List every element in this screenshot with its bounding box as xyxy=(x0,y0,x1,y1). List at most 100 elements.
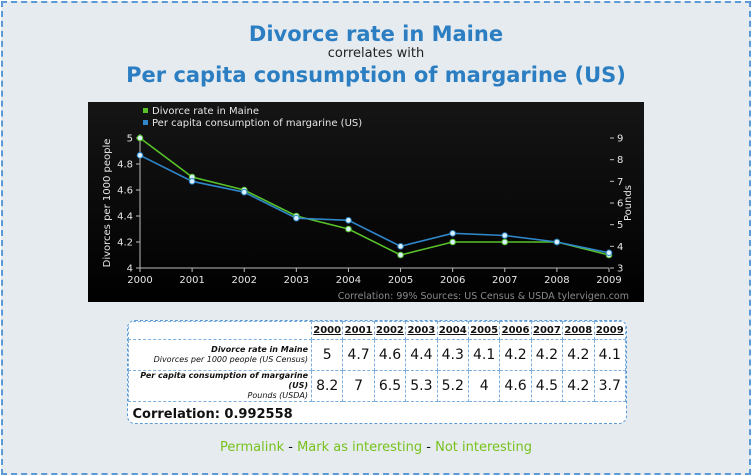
series-point xyxy=(605,249,613,257)
year-header: 2002 xyxy=(373,321,407,340)
table-cell: 4.6 xyxy=(499,370,532,402)
series-point xyxy=(449,238,456,246)
x-tick-label: 2001 xyxy=(179,275,204,286)
table-cell: 6.5 xyxy=(373,370,407,402)
table-cell: 4.3 xyxy=(436,339,469,371)
chart-area: 4 4.2 4.4 4.6 4.8 5 3 4 5 6 7 8 9 2000 2001 2002 2003 200… xyxy=(88,102,644,302)
correlation-value: Correlation: 0.992558 xyxy=(132,407,293,423)
correlation-row: Correlation: 0.992558 xyxy=(129,402,626,424)
y-axis-title-right: Pounds xyxy=(623,185,634,221)
series-line xyxy=(139,154,610,254)
row-title: Per capita consumption of margarine (US) xyxy=(140,371,308,390)
series-point xyxy=(449,230,456,237)
table-row: Per capita consumption of margarine (US)… xyxy=(128,370,626,402)
x-tick-label: 2006 xyxy=(440,275,465,286)
x-tick-label: 2000 xyxy=(127,275,152,286)
y-tick-label-right: 3 xyxy=(617,264,623,275)
footer-links: Permalink - Mark as interesting - Not in… xyxy=(0,440,752,455)
series-point xyxy=(397,251,404,259)
table-cell: 4.6 xyxy=(373,339,407,371)
y-tick-label-right: 7 xyxy=(617,177,623,188)
x-tick-label: 2009 xyxy=(596,275,621,286)
chart-credit: Correlation: 99% Sources: US Census & US… xyxy=(338,291,629,302)
series-point xyxy=(136,152,144,159)
series-point xyxy=(188,178,196,185)
permalink-link[interactable]: Permalink xyxy=(219,440,285,455)
table-corner xyxy=(128,321,312,340)
line-chart: 4 4.2 4.4 4.6 4.8 5 3 4 5 6 7 8 9 2000 2001 2002 2003 200… xyxy=(102,106,634,302)
year-header: 2003 xyxy=(405,321,438,340)
legend-marker xyxy=(143,108,148,113)
table-cell: 4.2 xyxy=(530,339,564,371)
row-label: Divorce rate in Maine Divorces per 1000 … xyxy=(128,339,312,371)
year-header: 2005 xyxy=(467,321,501,340)
y-tick-label-left: 5 xyxy=(127,134,133,145)
not-interesting-link[interactable]: Not interesting xyxy=(435,440,533,455)
separator: - xyxy=(288,440,293,455)
series-point xyxy=(345,217,352,224)
series-point xyxy=(501,232,509,239)
x-tick-label: 2005 xyxy=(388,275,413,286)
y-tick-label-right: 8 xyxy=(617,155,623,166)
table-cell: 7 xyxy=(342,370,375,402)
table-cell: 4.2 xyxy=(562,370,595,402)
x-tick-label: 2004 xyxy=(336,275,361,286)
y-tick-label-left: 4.8 xyxy=(117,160,133,171)
series-point xyxy=(136,134,144,142)
row-subtitle: Divorces per 1000 people (US Census) xyxy=(153,355,308,364)
table-cell: 5.2 xyxy=(436,370,469,402)
y-tick-label-right: 4 xyxy=(617,242,623,253)
table-cell: 3.7 xyxy=(593,370,626,402)
y-tick-label-left: 4.6 xyxy=(117,186,133,197)
data-table: 2000 2001 2002 2003 2004 2005 2006 2007 2008 2009… xyxy=(127,320,627,424)
series-point xyxy=(397,243,404,250)
table-cell: 4.2 xyxy=(499,339,532,371)
year-header: 2008 xyxy=(562,321,595,340)
series-point xyxy=(293,214,300,222)
x-tick-label: 2008 xyxy=(544,275,569,286)
table-cell: 8.2 xyxy=(310,370,344,402)
row-title: Divorce rate in Maine xyxy=(211,345,308,354)
row-subtitle: Pounds (USDA) xyxy=(247,391,308,400)
table-cell: 4.7 xyxy=(342,339,375,371)
year-header: 2000 xyxy=(310,321,344,340)
x-tick-label: 2003 xyxy=(284,275,309,286)
table-cell: 5 xyxy=(310,339,344,371)
x-tick-label: 2007 xyxy=(492,275,517,286)
row-label: Per capita consumption of margarine (US)… xyxy=(128,370,312,402)
mark-interesting-link[interactable]: Mark as interesting xyxy=(297,440,423,455)
year-header: 2004 xyxy=(436,321,469,340)
legend-label: Per capita consumption of margarine (US) xyxy=(152,118,362,129)
year-header: 2007 xyxy=(530,321,564,340)
table-cell: 5.3 xyxy=(405,370,438,402)
legend-marker xyxy=(143,120,148,125)
table-cell: 4 xyxy=(467,370,501,402)
x-tick-label: 2002 xyxy=(231,275,256,286)
chart-title-2: Per capita consumption of margarine (US) xyxy=(126,63,626,87)
table-cell: 4.4 xyxy=(405,339,438,371)
y-tick-label-left: 4.4 xyxy=(117,212,133,223)
series-point xyxy=(553,238,561,246)
series-line xyxy=(139,137,610,256)
y-tick-label-right: 5 xyxy=(617,220,623,231)
y-axis-title-left: Divorces per 1000 people xyxy=(102,139,113,268)
chart-connector: correlates with xyxy=(327,46,425,61)
year-header: 2009 xyxy=(593,321,626,340)
series-point xyxy=(501,238,509,246)
y-tick-label-left: 4 xyxy=(127,264,133,275)
table-cell: 4.1 xyxy=(467,339,501,371)
y-tick-label-left: 4.2 xyxy=(117,238,133,249)
separator: - xyxy=(426,440,431,455)
table-header-row: 2000 2001 2002 2003 2004 2005 2006 2007 2008 2009 xyxy=(128,321,626,340)
y-tick-label-right: 9 xyxy=(617,134,623,145)
table-cell: 4.2 xyxy=(562,339,595,371)
chart-title-1: Divorce rate in Maine xyxy=(248,22,504,46)
table-cell: 4.1 xyxy=(593,339,626,371)
legend-label: Divorce rate in Maine xyxy=(152,106,259,117)
table-row: Divorce rate in Maine Divorces per 1000 … xyxy=(128,339,626,371)
table-cell: 4.5 xyxy=(530,370,564,402)
y-tick-label-right: 6 xyxy=(617,199,623,210)
year-header: 2001 xyxy=(342,321,375,340)
year-header: 2006 xyxy=(499,321,532,340)
series-point xyxy=(240,188,248,196)
